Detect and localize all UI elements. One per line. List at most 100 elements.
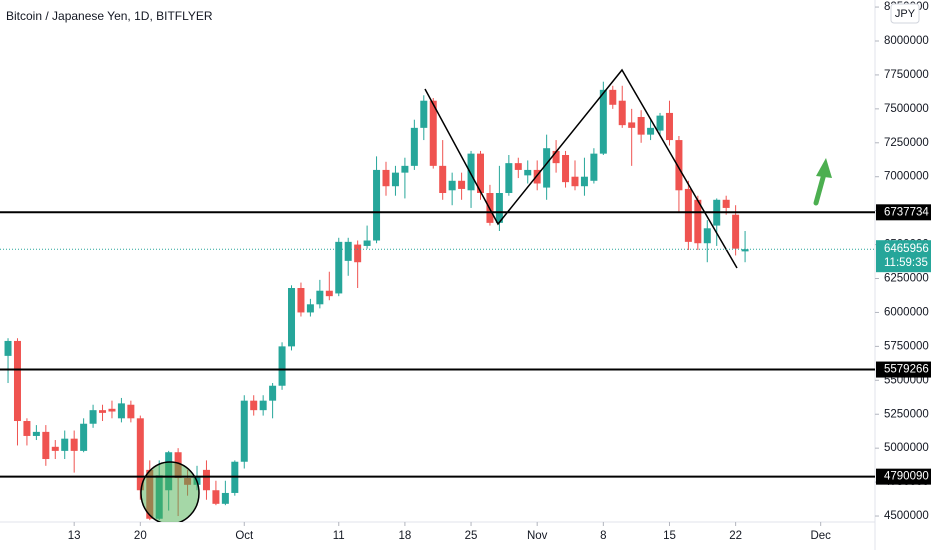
candle-body	[335, 241, 343, 294]
y-tick-label: 6000000	[884, 306, 929, 318]
candle-body	[618, 100, 626, 126]
level-label-box	[876, 361, 931, 378]
candle-body	[467, 153, 475, 191]
candle-body	[240, 400, 248, 462]
candle-body	[732, 214, 740, 249]
y-tick-label: 7750000	[884, 69, 929, 81]
candle-body	[382, 169, 390, 187]
candle-body	[675, 140, 683, 191]
candle-body	[580, 176, 588, 187]
chart-title: Bitcoin / Japanese Yen, 1D, BITFLYER	[6, 9, 213, 23]
candle-body	[665, 112, 673, 141]
candle-body	[401, 165, 409, 173]
candle-body	[80, 423, 88, 451]
x-tick-label: 15	[663, 530, 676, 542]
x-tick-label: 25	[465, 530, 478, 542]
level-label-box	[876, 468, 931, 485]
candle-body	[363, 240, 371, 246]
candle-body	[429, 100, 437, 166]
candle-body	[212, 490, 220, 504]
arrow-head	[816, 158, 832, 178]
candle-body	[495, 193, 503, 223]
level-label: 6737734	[884, 206, 929, 218]
candle-body	[61, 438, 69, 451]
candle-body	[4, 340, 12, 356]
x-tick-label: 8	[600, 530, 606, 542]
candle-body	[344, 241, 352, 261]
candle-body	[410, 127, 418, 166]
level-label: 4790090	[884, 471, 929, 483]
candle-body	[221, 492, 229, 504]
candle-body	[70, 438, 78, 451]
x-tick-label: 13	[68, 530, 81, 542]
y-tick-label: 7250000	[884, 137, 929, 149]
candle-body	[609, 89, 617, 105]
level-label: 5579266	[884, 364, 929, 376]
candle-body	[458, 180, 466, 189]
candle-body	[552, 150, 560, 164]
candle-body	[628, 122, 636, 128]
countdown-label: 11:59:35	[884, 257, 928, 269]
candle-body	[524, 169, 532, 176]
x-tick-label: Nov	[527, 530, 548, 542]
y-tick-label: 6250000	[884, 273, 929, 285]
candle-body	[514, 163, 522, 170]
candle-body	[439, 165, 447, 194]
candle-body	[108, 408, 116, 412]
candle-body	[278, 346, 286, 386]
candle-body	[420, 100, 428, 128]
x-tick-label: 20	[134, 530, 147, 542]
candle-body	[562, 154, 570, 183]
y-tick-label: 7500000	[884, 103, 929, 115]
candle-body	[89, 410, 97, 424]
arrow-shaft	[813, 171, 827, 206]
candle-body	[250, 400, 258, 411]
candle-body	[590, 153, 598, 181]
candle-body	[117, 403, 125, 419]
currency-box[interactable]	[890, 3, 920, 24]
x-tick-label: Oct	[235, 530, 254, 542]
levels: 6465956 11:59:35 6737734 5579266 4790090	[0, 204, 931, 485]
candle-body	[127, 404, 135, 419]
last-price-label: 6465956	[884, 243, 929, 255]
candle-body	[571, 176, 579, 187]
candle-body	[647, 127, 655, 135]
candle-body	[476, 153, 484, 194]
candle-body	[42, 431, 50, 460]
y-tick-label: 4500000	[884, 510, 929, 522]
x-tick-label: 11	[333, 530, 345, 542]
candle-body	[703, 228, 711, 244]
candle-body	[656, 115, 664, 131]
candle-body	[741, 249, 749, 252]
candle-body	[136, 418, 144, 491]
axis-ticks: 4500000475000050000005250000550000057500…	[68, 1, 929, 542]
candle-body	[722, 199, 730, 208]
y-tick-label: 5250000	[884, 408, 929, 420]
candle-body	[51, 446, 59, 451]
candle-body	[373, 169, 381, 241]
candle-body	[448, 180, 456, 191]
candle-body	[23, 421, 31, 436]
candle-body	[269, 385, 277, 401]
candle-body	[202, 469, 210, 491]
last-price-box	[876, 240, 931, 273]
candle-body	[32, 431, 40, 436]
candle-body	[297, 288, 305, 313]
x-tick-label: 22	[729, 530, 742, 542]
highlight-ellipse	[140, 461, 200, 522]
x-tick-label: Dec	[810, 530, 831, 542]
candle-body	[599, 89, 607, 154]
candle-body	[288, 288, 296, 347]
candle-body	[306, 304, 314, 313]
currency-label[interactable]: JPY	[895, 8, 916, 20]
candle-body	[325, 290, 333, 297]
candle-body	[259, 400, 267, 411]
y-tick-label: 5750000	[884, 340, 929, 352]
candle-body	[505, 163, 513, 194]
candle-body	[391, 172, 399, 187]
candle-body	[316, 290, 324, 305]
y-tick-label: 8000000	[884, 35, 929, 47]
trend-line	[424, 68, 738, 269]
candle-body	[13, 340, 21, 422]
